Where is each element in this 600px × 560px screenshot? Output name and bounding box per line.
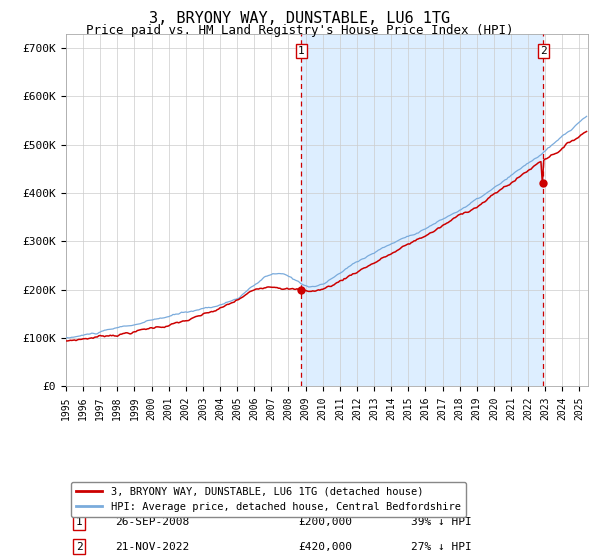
Text: £200,000: £200,000 <box>298 517 352 527</box>
Text: 39% ↓ HPI: 39% ↓ HPI <box>410 517 471 527</box>
Text: Price paid vs. HM Land Registry's House Price Index (HPI): Price paid vs. HM Land Registry's House … <box>86 24 514 36</box>
Text: 1: 1 <box>76 517 82 527</box>
Text: 3, BRYONY WAY, DUNSTABLE, LU6 1TG: 3, BRYONY WAY, DUNSTABLE, LU6 1TG <box>149 11 451 26</box>
Text: 1: 1 <box>298 46 305 56</box>
Text: 26-SEP-2008: 26-SEP-2008 <box>116 517 190 527</box>
Legend: 3, BRYONY WAY, DUNSTABLE, LU6 1TG (detached house), HPI: Average price, detached: 3, BRYONY WAY, DUNSTABLE, LU6 1TG (detac… <box>71 482 466 517</box>
Bar <box>301 34 544 386</box>
Text: 2: 2 <box>540 46 547 56</box>
Text: 27% ↓ HPI: 27% ↓ HPI <box>410 542 471 552</box>
Text: 21-NOV-2022: 21-NOV-2022 <box>116 542 190 552</box>
Text: £420,000: £420,000 <box>298 542 352 552</box>
Text: 2: 2 <box>76 542 82 552</box>
